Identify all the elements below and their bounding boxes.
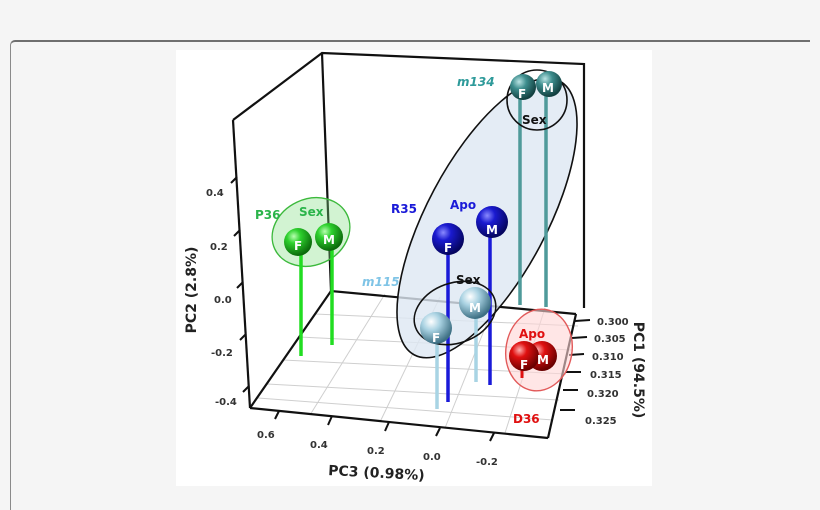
pca-3d-plot: 0.4 0.2 0.0 -0.2 -0.4 PC2 (2.8%) 0.6 0.4… [184,51,646,484]
m134-female-sphere [510,74,536,100]
d36-m-label: M [537,353,549,367]
pc1-tick-3: 0.315 [590,370,622,381]
pc3-tick-0: 0.6 [257,430,275,441]
group-p36: F M P36 Sex [255,196,351,356]
m115-label: m115 [362,275,400,289]
content-panel [10,40,810,510]
r35-m-label: M [486,223,498,237]
p36-sex-label: Sex [299,205,324,219]
d36-label: D36 [513,412,540,426]
d36-apo-label: Apo [519,327,545,341]
group-m115: F M m115 Sex [362,273,497,409]
pc2-axis-ticks [230,176,250,393]
pc3-tick-labels: 0.6 0.4 0.2 0.0 -0.2 [257,430,498,468]
m115-female-sphere [420,312,452,344]
r35-female-sphere [432,223,464,255]
r35-f-label: F [444,241,452,255]
p36-f-label: F [294,239,302,253]
pc2-tick-0: 0.4 [206,188,224,199]
pc3-tick-1: 0.4 [310,440,328,451]
pc3-axis-label: PC3 (0.98%) [328,463,425,484]
p36-m-label: M [323,233,335,247]
r35-label: R35 [391,202,417,216]
pc3-tick-4: -0.2 [476,457,498,468]
pc2-tick-1: 0.2 [210,242,228,253]
p36-ellipse [271,196,351,268]
p36-male-sphere [315,223,343,251]
m115-sex-ellipse [413,280,497,346]
r35-male-sphere [476,206,508,238]
pc1-tick-5: 0.325 [585,416,617,427]
m115-f-label: F [432,331,440,345]
m134-label: m134 [457,75,495,89]
m134-sex-label: Sex [522,113,547,127]
pca-3d-figure: 0.4 0.2 0.0 -0.2 -0.4 PC2 (2.8%) 0.6 0.4… [176,50,652,486]
pc3-tick-2: 0.2 [367,446,385,457]
pc1-tick-labels: 0.300 0.305 0.310 0.315 0.320 0.325 [585,317,629,427]
r35-apo-label: Apo [450,198,476,212]
group-m134: F M m134 Sex [457,69,568,307]
pc3-axis-ticks [274,410,495,442]
m134-male-sphere [536,71,562,97]
m134-m-label: M [542,81,554,95]
pc1-tick-2: 0.310 [592,352,624,363]
pc2-tick-4: -0.4 [215,397,237,408]
p36-female-sphere [284,228,312,256]
m134-sex-circle [506,69,568,131]
m115-sex-label: Sex [456,273,481,287]
d36-f-label: F [520,358,528,372]
pc2-tick-3: -0.2 [211,348,233,359]
pc1-tick-4: 0.320 [587,389,619,400]
pc1-axis-label: PC1 (94.5%) [630,322,646,419]
m115-m-label: M [469,301,481,315]
pc1-tick-1: 0.305 [594,334,626,345]
p36-label: P36 [255,208,281,222]
group-d36: F M Apo D36 [505,308,573,426]
d36-female-sphere [509,341,539,371]
pc3-tick-3: 0.0 [423,452,441,463]
pc2-tick-2: 0.0 [214,295,232,306]
pc1-tick-0: 0.300 [597,317,629,328]
m134-f-label: F [518,87,526,101]
m115-male-sphere [459,287,491,319]
pc2-axis-label: PC2 (2.8%) [184,247,200,334]
pc2-tick-labels: 0.4 0.2 0.0 -0.2 -0.4 [206,188,237,408]
